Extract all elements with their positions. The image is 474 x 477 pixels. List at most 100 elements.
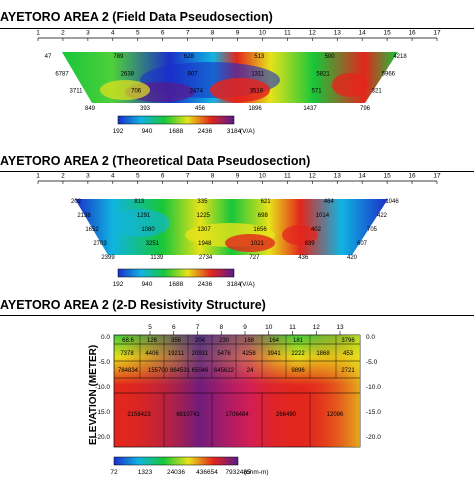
resistivity-value-label: 2721 xyxy=(341,368,355,374)
pseudo-value-label: 2399 xyxy=(101,255,115,261)
x-tick-label: 7 xyxy=(186,173,190,180)
pseudo-value-label: 335 xyxy=(197,199,208,205)
y-axis-label: ELEVATION (METER) xyxy=(88,345,99,445)
x-tick-label: 17 xyxy=(433,30,441,37)
colorbar-tick-label: 1688 xyxy=(169,128,184,135)
x-tick-label: 11 xyxy=(284,173,291,180)
colorbar-tick-label: 3184 xyxy=(227,281,242,288)
pseudo-value-label: 3711 xyxy=(70,89,84,95)
pseudo-value-label: 1046 xyxy=(385,199,399,205)
pseudo-value-label: 513 xyxy=(254,54,265,60)
pseudo-value-label: 1652 xyxy=(85,227,99,233)
pseudo-value-label: 5966 xyxy=(382,71,396,77)
resistivity-value-label: 4258 xyxy=(242,351,256,357)
colorbar-tick-label: 1323 xyxy=(138,469,153,476)
y-tick-label-left: -20.0 xyxy=(95,434,110,441)
pseudo-value-label: 1656 xyxy=(253,227,267,233)
resistivity-value-label: 6810741 xyxy=(176,412,200,418)
colorbar-tick-label: 7932485 xyxy=(225,469,251,476)
x-tick-label: 16 xyxy=(408,173,416,180)
colorbar-tick-label: 3184 xyxy=(227,128,242,135)
resistivity-value-label: 164 xyxy=(269,338,280,344)
x-tick-label: 13 xyxy=(334,173,342,180)
colorbar-tick-label: 2436 xyxy=(198,128,213,135)
resistivity-value-label: 65046 xyxy=(192,368,209,374)
y-tick-label-left: -10.0 xyxy=(95,384,110,391)
resistivity-value-label: 20931 xyxy=(192,351,209,357)
y-tick-label-left: -5.0 xyxy=(99,359,111,366)
x-tick-label: 8 xyxy=(219,324,223,331)
resistivity-value-label: 24 xyxy=(247,368,254,374)
x-tick-label: 14 xyxy=(359,173,367,180)
pseudo-value-label: 705 xyxy=(367,227,378,233)
pseudo-value-label: 1948 xyxy=(198,241,212,247)
pseudo-value-label: 321 xyxy=(372,89,383,95)
pseudo-value-label: 436 xyxy=(298,255,309,261)
colorbar-tick-label: 24036 xyxy=(167,469,185,476)
colorbar-tick-label: 192 xyxy=(113,128,124,135)
x-tick-label: 11 xyxy=(289,324,296,331)
x-tick-label: 4 xyxy=(111,30,115,37)
pseudo-value-label: 5821 xyxy=(316,71,330,77)
pseudo-value-label: 1139 xyxy=(150,255,164,261)
colorbar-unit: (V/A) xyxy=(240,128,255,135)
resistivity-structure-panel: AYETORO AREA 2 (2-D Resistivity Structur… xyxy=(0,295,474,477)
pseudo-value-label: 698 xyxy=(258,213,269,219)
x-tick-label: 11 xyxy=(284,30,291,37)
x-tick-label: 17 xyxy=(433,173,441,180)
colorbar-unit: (ohm-m) xyxy=(244,469,269,476)
pseudo-value-label: 727 xyxy=(249,255,260,261)
y-tick-label-right: -5.0 xyxy=(366,359,378,366)
colorbar-tick-label: 1688 xyxy=(169,281,184,288)
resistivity-value-label: 356 xyxy=(171,338,182,344)
title-rule xyxy=(0,171,474,172)
x-tick-label: 9 xyxy=(236,173,240,180)
y-tick-label-right: -10.0 xyxy=(366,384,381,391)
colorbar-tick-label: 940 xyxy=(142,128,153,135)
pseudo-value-label: 3251 xyxy=(146,241,160,247)
colorbar-tick-label: 940 xyxy=(142,281,153,288)
colorbar-tick-label: 436654 xyxy=(196,469,218,476)
y-tick-label-left: 0.0 xyxy=(101,334,110,341)
pseudo-value-label: 456 xyxy=(195,106,206,112)
pseudo-value-label: 202 xyxy=(71,199,82,205)
pseudo-value-label: 628 xyxy=(184,54,195,60)
pseudo-value-label: 47 xyxy=(45,54,52,60)
pseudo-value-label: 2138 xyxy=(77,213,91,219)
resistivity-value-label: 7378 xyxy=(120,351,134,357)
colorbar-tick-label: 72 xyxy=(110,469,118,476)
x-tick-label: 1 xyxy=(36,173,40,180)
resistivity-value-label: 1868 xyxy=(316,351,330,357)
pseudo-value-label: 2703 xyxy=(93,241,107,247)
x-tick-label: 9 xyxy=(243,324,247,331)
x-tick-label: 5 xyxy=(136,30,140,37)
resistivity-value-label: 12096 xyxy=(327,412,344,418)
pseudo-value-label: 621 xyxy=(261,199,272,205)
resistivity-value-label: 181 xyxy=(293,338,304,344)
panel-title: AYETORO AREA 2 (2-D Resistivity Structur… xyxy=(0,298,266,312)
pseudo-value-label: 6787 xyxy=(55,71,69,77)
pseudo-value-label: 3518 xyxy=(250,89,264,95)
title-rule xyxy=(0,315,474,316)
field-pseudosection-chart: 1 2 3 4 5 6 7 8 9 10 11 12 13 14 15 16 17 47 789 628 513 500… xyxy=(36,30,441,135)
resistivity-value-label: 230 xyxy=(219,338,230,344)
colorbar xyxy=(117,115,235,125)
pseudo-value-label: 1896 xyxy=(248,106,262,112)
y-tick-label-right: -20.0 xyxy=(366,434,381,441)
pseudo-value-label: 1307 xyxy=(197,227,211,233)
pseudo-value-label: 1014 xyxy=(316,213,330,219)
x-tick-label: 15 xyxy=(384,173,392,180)
resistivity-value-label: 2222 xyxy=(291,351,305,357)
theoretical-data-panel: AYETORO AREA 2 (Theoretical Data Pseudos… xyxy=(0,150,474,295)
x-tick-label: 13 xyxy=(334,30,342,37)
x-tick-label: 6 xyxy=(172,324,176,331)
x-tick-label: 16 xyxy=(408,30,416,37)
resistivity-value-label: 168 xyxy=(244,338,255,344)
resistivity-value-label: 453 xyxy=(343,351,354,357)
colorbar-tick-label: 192 xyxy=(113,281,124,288)
resistivity-value-label: 3796 xyxy=(341,338,355,344)
x-tick-label: 13 xyxy=(336,324,344,331)
resistivity-value-label: 126 xyxy=(147,338,158,344)
y-tick-label-left: -15.0 xyxy=(95,409,110,416)
colorbar-tick-label: 2436 xyxy=(198,281,213,288)
